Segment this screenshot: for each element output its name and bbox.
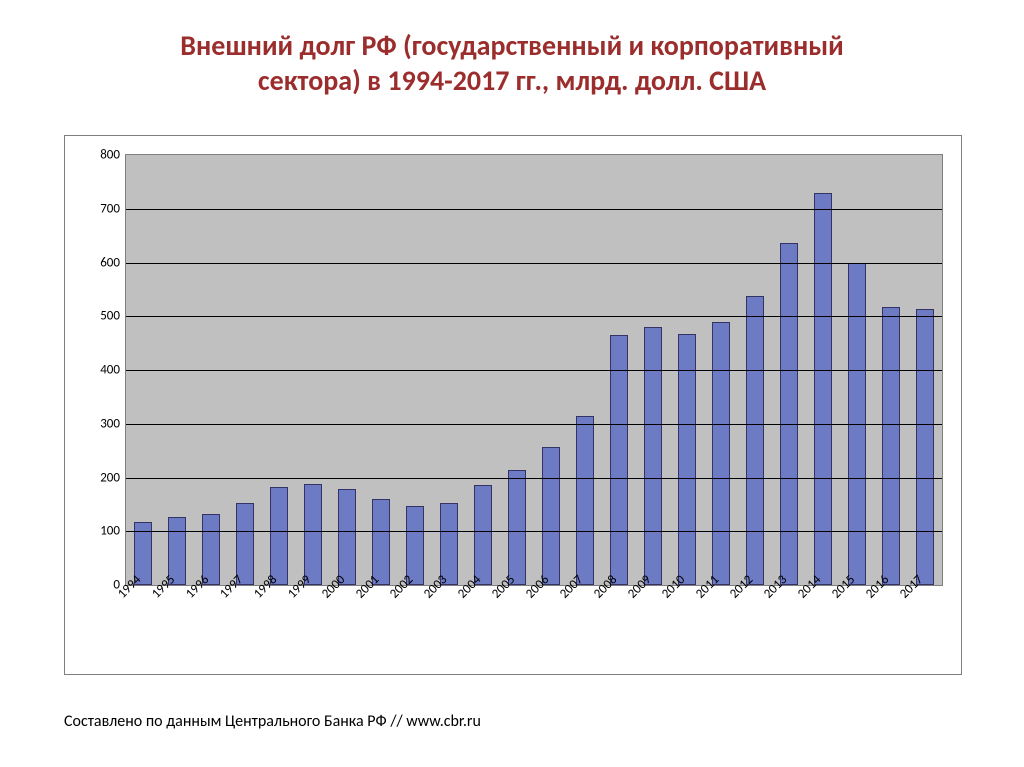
gridline <box>126 209 942 210</box>
bar <box>338 489 357 585</box>
bar <box>372 499 391 585</box>
gridline <box>126 263 942 264</box>
bar <box>746 296 765 585</box>
y-tick-label: 100 <box>100 524 126 539</box>
bar <box>644 327 663 585</box>
bar <box>406 506 425 585</box>
y-tick-label: 800 <box>100 148 126 163</box>
y-tick-label: 600 <box>100 255 126 270</box>
bar <box>474 485 493 585</box>
gridline <box>126 531 942 532</box>
chart-title: Внешний долг РФ (государственный и корпо… <box>0 0 1024 108</box>
source-text: Составлено по данным Центрального Банка … <box>64 712 481 731</box>
bar <box>882 307 901 585</box>
plot-area: 0100200300400500600700800199419951996199… <box>125 154 943 586</box>
gridline <box>126 424 942 425</box>
bar <box>814 193 833 585</box>
bar <box>440 503 459 585</box>
gridline <box>126 316 942 317</box>
bar <box>508 470 527 585</box>
gridline <box>126 370 942 371</box>
y-tick-label: 500 <box>100 309 126 324</box>
bar <box>780 243 799 585</box>
title-line-1: Внешний долг РФ (государственный и корпо… <box>180 28 844 63</box>
y-tick-label: 200 <box>100 470 126 485</box>
bar <box>678 334 697 585</box>
bar <box>576 416 595 585</box>
gridline <box>126 478 942 479</box>
bar <box>304 484 323 585</box>
chart-container: 0100200300400500600700800199419951996199… <box>64 135 962 675</box>
bar <box>270 487 289 585</box>
title-line-2: сектора) в 1994-2017 гг., млрд. долл. СШ… <box>258 63 766 98</box>
bar <box>916 309 935 585</box>
y-tick-label: 400 <box>100 363 126 378</box>
bar <box>542 447 561 585</box>
y-tick-label: 300 <box>100 416 126 431</box>
bar <box>712 322 731 585</box>
bar <box>610 335 629 585</box>
bar <box>236 503 255 585</box>
slide: Внешний долг РФ (государственный и корпо… <box>0 0 1024 767</box>
y-tick-label: 700 <box>100 201 126 216</box>
